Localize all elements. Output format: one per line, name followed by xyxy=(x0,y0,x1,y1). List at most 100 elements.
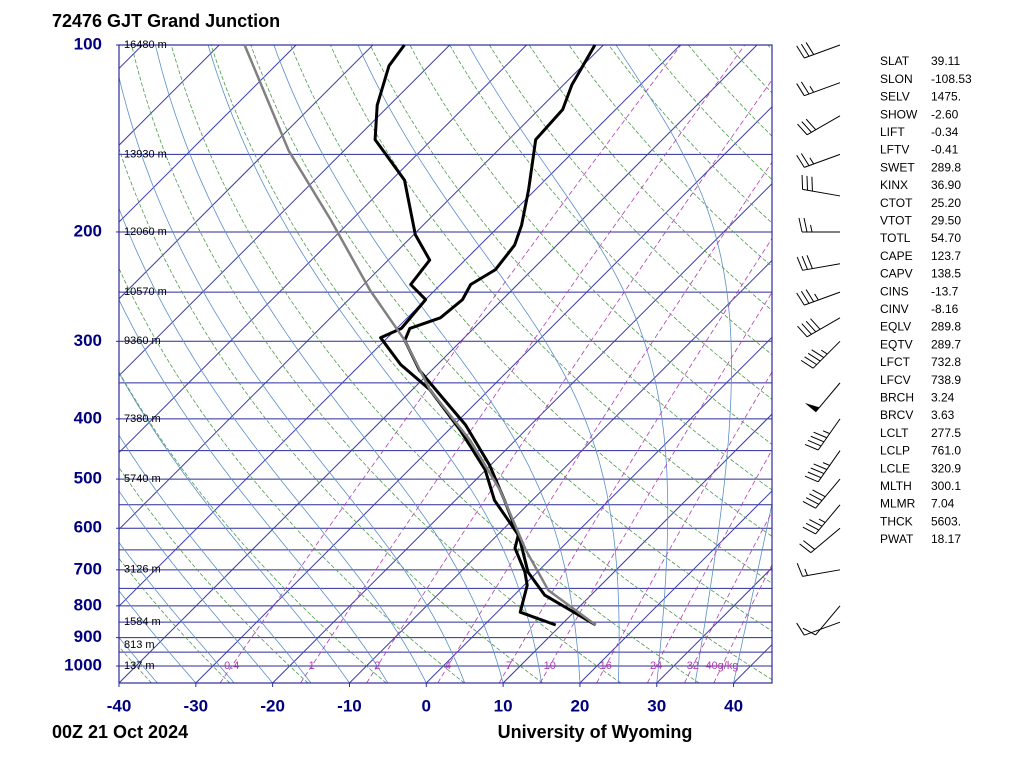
index-label: VTOT xyxy=(880,213,912,227)
x-tick-label: -20 xyxy=(260,696,285,715)
moist-adiabat xyxy=(273,45,581,683)
x-tick-label: 20 xyxy=(570,696,589,715)
height-label: 813 m xyxy=(124,639,155,651)
index-value: 123.7 xyxy=(931,249,961,263)
isotherm xyxy=(119,45,297,223)
index-value: 761.0 xyxy=(931,444,961,458)
wind-barb xyxy=(796,81,841,97)
barb-staff xyxy=(806,317,841,338)
barb-feather xyxy=(807,471,822,479)
isotherm xyxy=(579,490,772,683)
index-label: CINS xyxy=(880,284,909,298)
mixing-ratio-line xyxy=(437,161,772,683)
index-label: TOTL xyxy=(880,231,911,245)
index-label: SELV xyxy=(880,90,910,104)
index-label: CAPV xyxy=(880,267,913,281)
y-tick-label: 500 xyxy=(74,469,102,488)
index-value: 289.8 xyxy=(931,160,961,174)
moist-adiabat xyxy=(119,541,235,683)
index-label: EQLV xyxy=(880,320,911,334)
index-value: 54.70 xyxy=(931,231,961,245)
y-tick-label: 600 xyxy=(74,518,102,537)
mixing-ratio-label: 40g/kg xyxy=(705,660,738,672)
index-value: -0.41 xyxy=(931,143,959,157)
y-tick-label: 800 xyxy=(74,595,102,614)
isotherm xyxy=(119,45,681,607)
barb-half-feather xyxy=(820,349,828,355)
moist-adiabat xyxy=(119,490,273,683)
index-label: LIFT xyxy=(880,125,905,139)
profile-line xyxy=(373,44,557,627)
index-label: KINX xyxy=(880,178,908,192)
mixing-ratio-label: 2 xyxy=(374,660,380,672)
index-value: 36.90 xyxy=(931,178,961,192)
index-value: 138.5 xyxy=(931,267,961,281)
wind-barb xyxy=(796,255,841,271)
barb-half-feather xyxy=(818,518,826,523)
mixing-ratio-line xyxy=(366,79,772,683)
wind-barb xyxy=(796,289,841,306)
mixing-ratio-line xyxy=(596,371,772,683)
barb-staff xyxy=(804,153,841,168)
index-label: LFTV xyxy=(880,143,909,157)
barb-feather xyxy=(810,318,821,330)
barb-feather xyxy=(809,493,823,501)
plot-area xyxy=(119,45,772,683)
moist-adiabat xyxy=(119,372,350,683)
height-label: 10570 m xyxy=(124,286,167,298)
barb-feather xyxy=(802,627,816,636)
mixing-ratio-label: 24 xyxy=(650,660,662,672)
barb-staff xyxy=(804,82,841,97)
chart-title: 72476 GJT Grand Junction xyxy=(52,11,280,31)
dry-adiabat xyxy=(409,45,772,445)
moist-adiabat xyxy=(119,207,427,683)
barb-feather xyxy=(813,463,828,470)
height-label: 13930 m xyxy=(124,148,167,160)
mixing-ratio-label: 1 xyxy=(309,660,315,672)
barb-feather xyxy=(811,349,825,358)
mixing-ratio-line xyxy=(647,449,772,683)
barb-feather xyxy=(802,526,816,535)
index-label: LFCT xyxy=(880,355,911,369)
index-value: 39.11 xyxy=(931,54,960,68)
barb-feather xyxy=(798,217,803,233)
dry-adiabat xyxy=(170,45,700,683)
x-tick-label: 30 xyxy=(647,696,666,715)
index-value: 25.20 xyxy=(931,196,961,210)
barb-feather xyxy=(796,83,805,96)
barb-feather xyxy=(805,42,815,55)
y-tick-label: 200 xyxy=(74,221,102,240)
barb-feather xyxy=(801,255,808,270)
isotherm xyxy=(195,106,772,683)
barb-feather xyxy=(801,323,812,335)
barb-feather xyxy=(804,443,819,451)
y-tick-label: 100 xyxy=(74,34,102,53)
barb-feather xyxy=(810,435,825,443)
barb-feather xyxy=(805,289,815,302)
barb-feather xyxy=(807,352,821,362)
dry-adiabat xyxy=(250,45,772,632)
wind-barb xyxy=(802,605,841,636)
mixing-ratio-line xyxy=(300,45,746,683)
dry-adiabat xyxy=(119,267,465,683)
dry-adiabat xyxy=(119,557,231,683)
y-tick-label: 700 xyxy=(74,559,102,578)
height-label: 7380 m xyxy=(124,413,161,425)
mixing-ratio-label: 4 xyxy=(445,660,451,672)
index-label: PWAT xyxy=(880,532,914,546)
index-label: LFCV xyxy=(880,373,911,387)
barb-staff xyxy=(815,605,841,636)
index-label: LCLP xyxy=(880,444,910,458)
wind-barb xyxy=(799,527,841,554)
barb-feather xyxy=(796,292,805,306)
index-label: CINV xyxy=(880,302,909,316)
height-label: 12060 m xyxy=(124,226,167,238)
mixing-ratio-label: 0.4 xyxy=(224,660,239,672)
dry-adiabat xyxy=(131,45,622,683)
barb-staff xyxy=(804,621,841,636)
height-label: 9360 m xyxy=(124,335,161,347)
barb-staff xyxy=(802,263,841,271)
barb-feather xyxy=(806,175,809,191)
barb-feather xyxy=(800,43,810,57)
barb-feather xyxy=(796,45,805,59)
